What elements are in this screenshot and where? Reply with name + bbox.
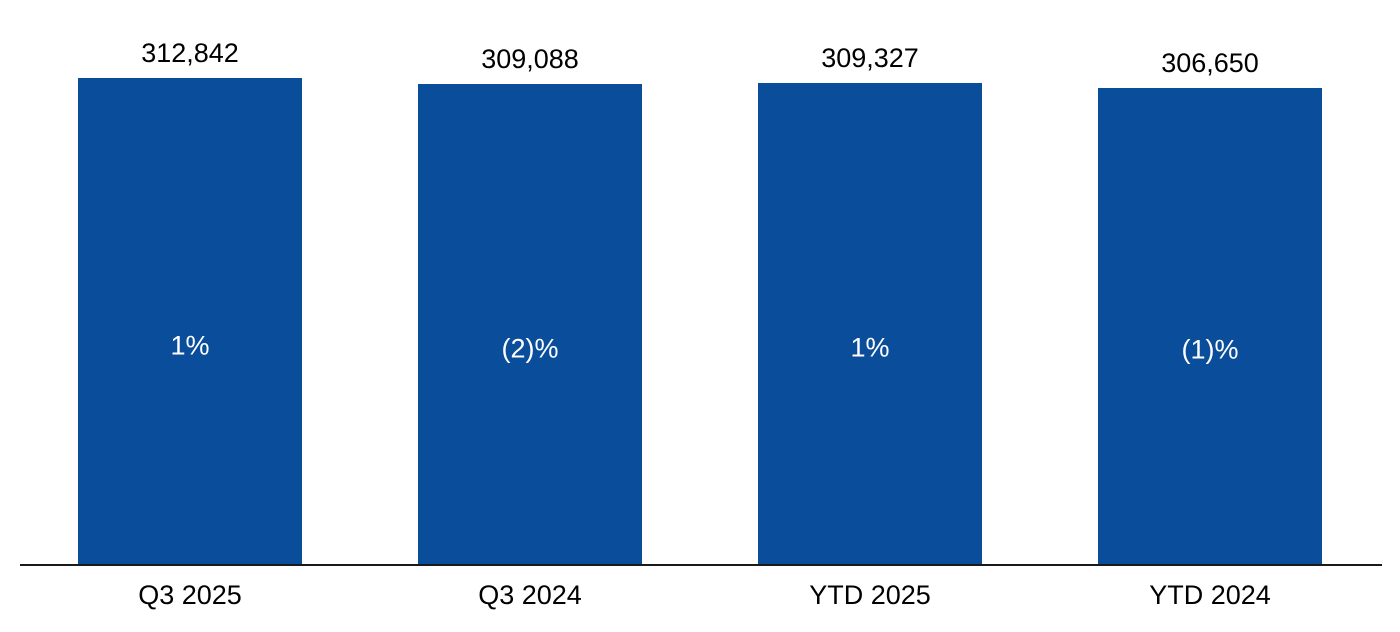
bar-group: 309,327 1% (758, 0, 982, 565)
bar-value-label: 309,088 (481, 43, 579, 74)
x-axis-line (20, 564, 1382, 566)
bar-group: 312,842 1% (78, 0, 302, 565)
bar-group: 309,088 (2)% (418, 0, 642, 565)
bar-group: 306,650 (1)% (1098, 0, 1322, 565)
bar: 1% (78, 78, 302, 565)
bar-value-label: 312,842 (141, 37, 239, 68)
bar: (1)% (1098, 88, 1322, 565)
bar-percent-label: (1)% (1181, 334, 1239, 365)
bar-value-label: 309,327 (821, 42, 919, 73)
bar-percent-label: 1% (850, 332, 890, 363)
bar-percent-label: 1% (170, 330, 210, 361)
x-axis-tick-label: Q3 2025 (138, 580, 242, 610)
x-axis-tick-label: YTD 2025 (809, 580, 931, 610)
x-axis-tick-label: YTD 2024 (1149, 580, 1271, 610)
bar-value-label: 306,650 (1161, 47, 1259, 78)
x-axis-tick-label: Q3 2024 (478, 580, 582, 610)
bar: (2)% (418, 84, 642, 565)
bar-percent-label: (2)% (501, 333, 559, 364)
bar: 1% (758, 83, 982, 565)
